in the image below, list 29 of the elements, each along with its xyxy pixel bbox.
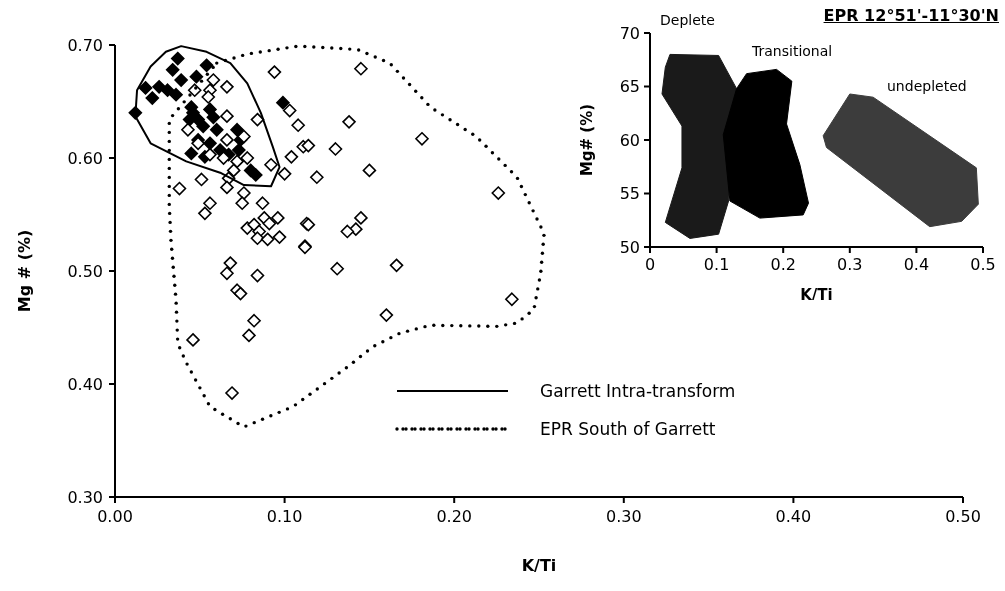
- x-tick-label: 0.2: [770, 255, 796, 275]
- y-tick-label: 65: [619, 77, 640, 97]
- y-tick-label: 60: [619, 130, 640, 150]
- annotation: Garrett Intra-transform: [540, 381, 736, 401]
- x-tick-label: 0.10: [266, 507, 303, 527]
- series-label: Transitional: [752, 43, 833, 59]
- chart-title: EPR 12°51'-11°30'N: [823, 6, 999, 25]
- x-axis-title: K/Ti: [521, 556, 557, 575]
- y-tick-label: 70: [619, 23, 640, 43]
- annotation: EPR South of Garrett: [540, 419, 716, 439]
- x-tick-label: 0.1: [703, 255, 730, 275]
- x-tick-label: 0.50: [945, 507, 981, 527]
- x-tick-label: 0.3: [837, 255, 863, 275]
- y-tick-label: 0.60: [67, 148, 103, 168]
- x-tick-label: 0.5: [970, 255, 996, 275]
- y-tick-label: 55: [619, 184, 640, 204]
- x-tick-label: 0: [644, 255, 656, 275]
- y-tick-label: 0.40: [67, 374, 103, 394]
- x-tick-label: 0.40: [775, 507, 812, 527]
- y-tick-label: 50: [619, 237, 640, 257]
- x-tick-label: 0.00: [97, 507, 133, 527]
- series-label: Deplete: [660, 12, 715, 28]
- y-axis-title: Mg # (%): [14, 229, 34, 313]
- y-tick-label: 0.30: [67, 487, 103, 507]
- x-tick-label: 0.20: [436, 507, 473, 527]
- y-tick-label: 0.70: [67, 35, 103, 55]
- y-axis-title: Mg# (%): [578, 103, 597, 177]
- series-label: undepleted: [887, 78, 967, 94]
- x-tick-label: 0.4: [903, 255, 930, 275]
